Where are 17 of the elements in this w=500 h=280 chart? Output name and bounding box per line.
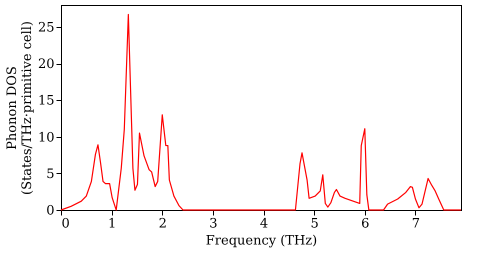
y-tick-label: 25: [38, 20, 54, 36]
x-tick-label: 2: [158, 216, 167, 232]
x-tick-label: 5: [310, 216, 319, 232]
y-tick-label: 0: [46, 204, 54, 218]
x-tick-label: 0: [62, 216, 70, 232]
y-tick-label: 10: [38, 130, 54, 146]
x-tick-label: 1: [108, 216, 116, 232]
x-tick-label: 4: [260, 216, 268, 232]
y-tick-label: 20: [38, 57, 54, 72]
x-axis-title: Frequency (THz): [206, 234, 318, 248]
x-tick-label: 6: [361, 216, 370, 232]
y-tick-label: 15: [38, 94, 54, 109]
y-tick-label: 5: [46, 166, 54, 182]
y-axis-title: Phonon DOS (States/THz·primitive cell): [4, 20, 35, 196]
x-tick-label: 3: [209, 216, 218, 232]
line-series: [60, 14, 462, 211]
x-tick-label: 7: [412, 216, 420, 232]
